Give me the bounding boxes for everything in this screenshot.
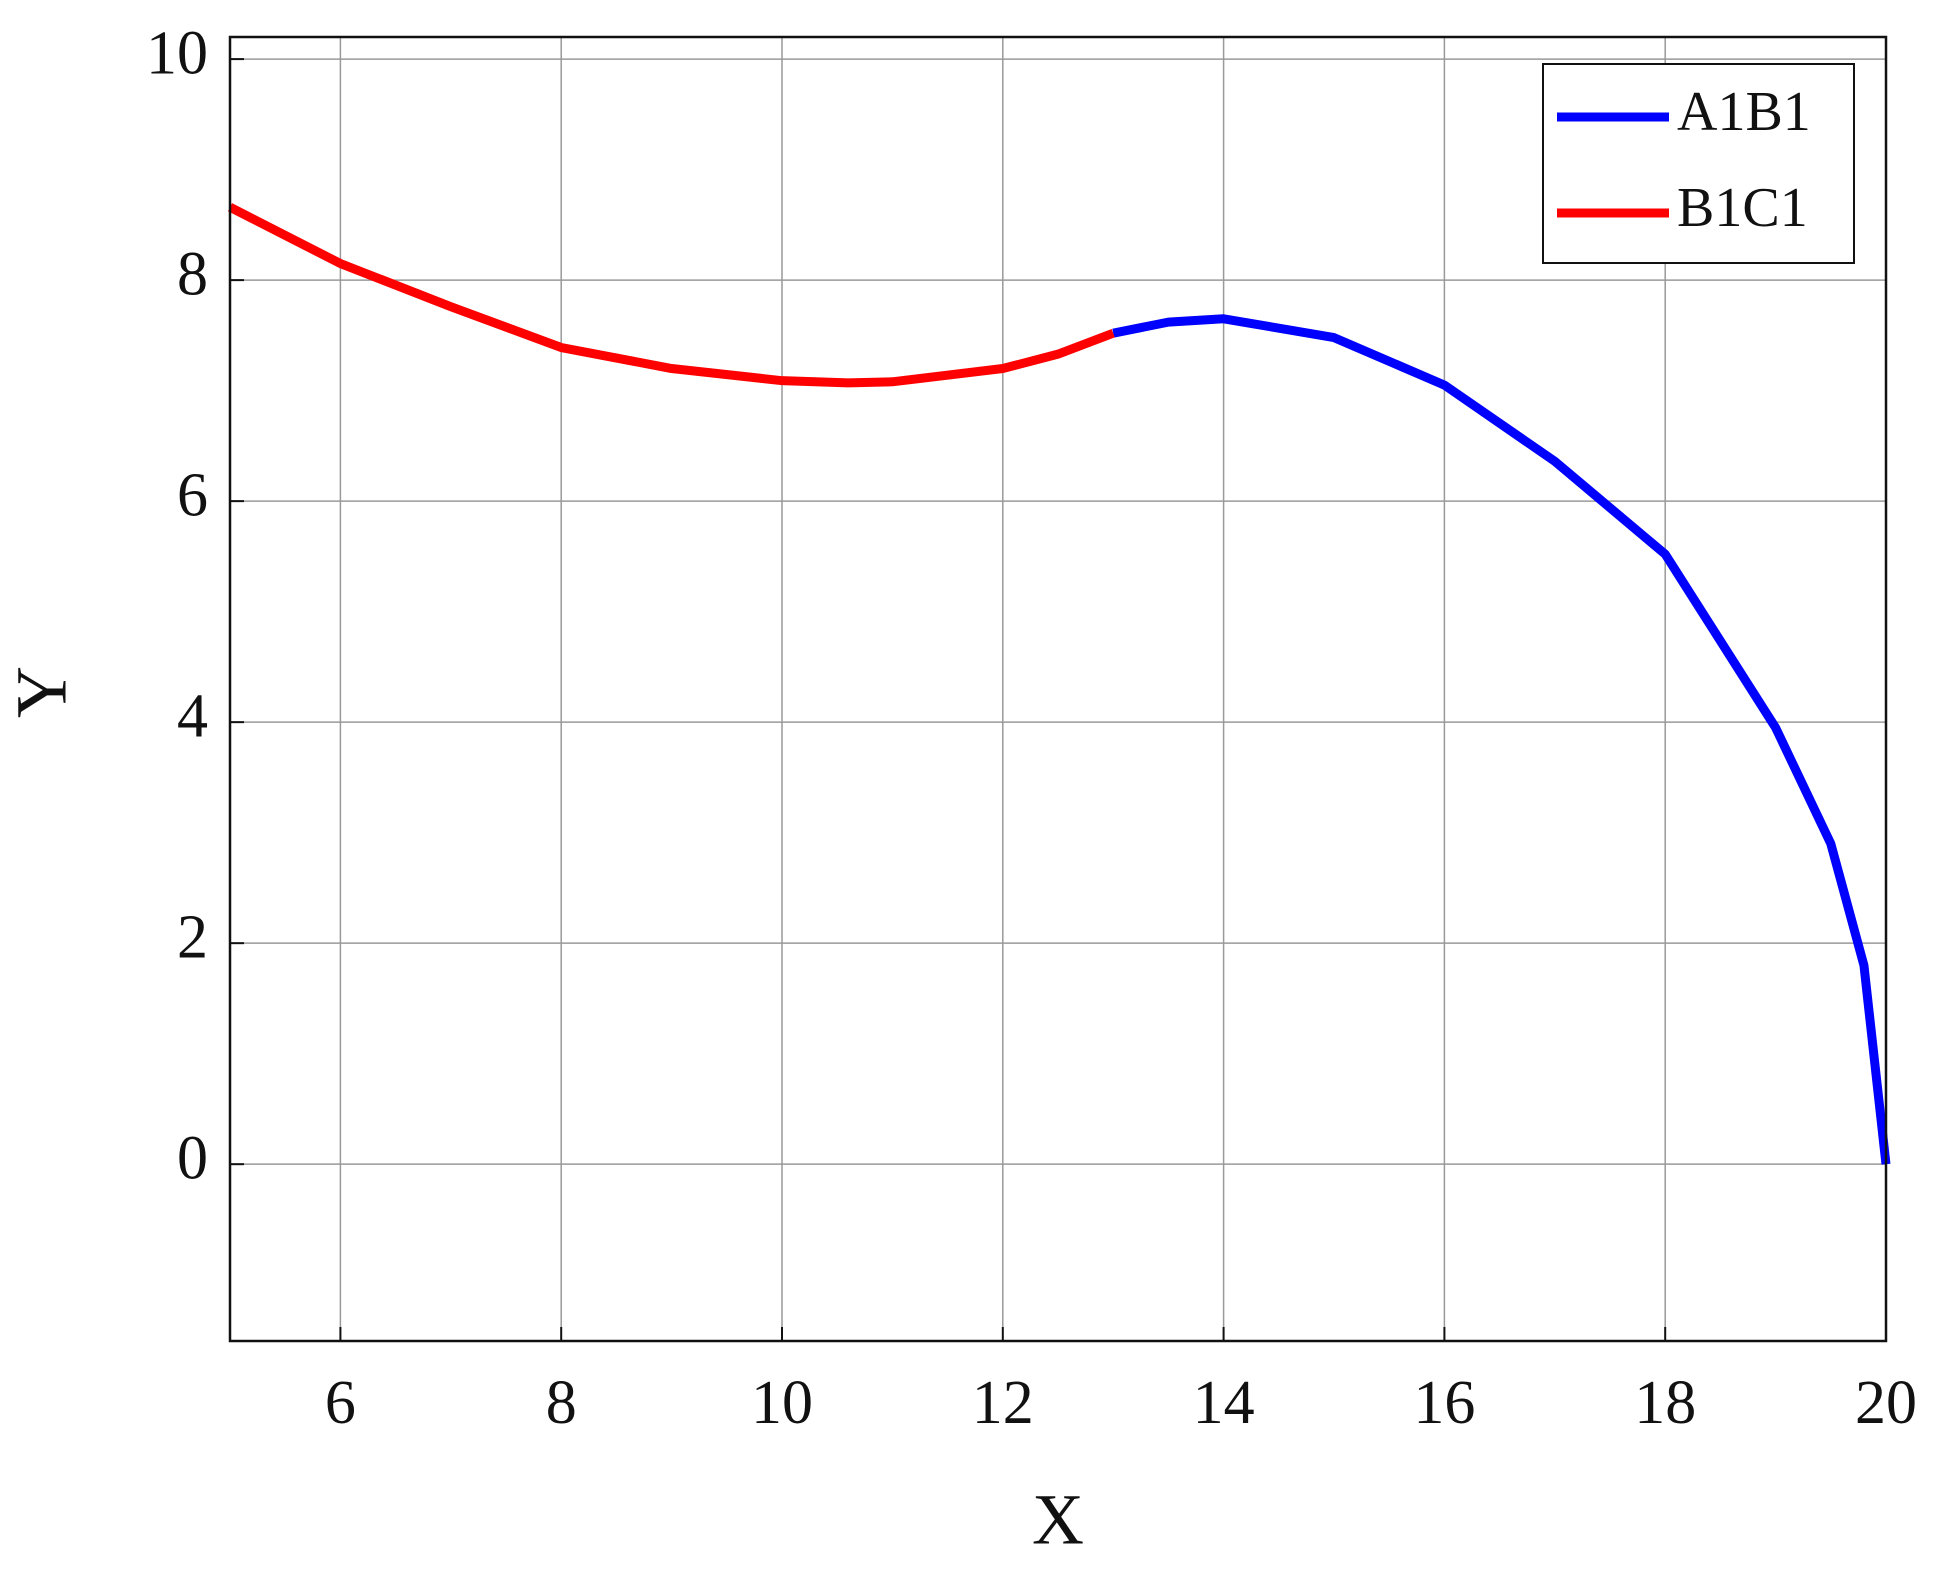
series-line xyxy=(227,203,1115,388)
y-tick-label: 0 xyxy=(177,1124,208,1192)
x-tick-label: 20 xyxy=(1855,1369,1917,1437)
y-tick-label: 4 xyxy=(177,682,208,750)
x-tick-label: 14 xyxy=(1193,1369,1255,1437)
x-tick-label: 16 xyxy=(1413,1369,1475,1437)
legend-label: B1C1 xyxy=(1677,177,1808,239)
x-tick-label: 18 xyxy=(1634,1369,1696,1437)
y-axis-title: Y xyxy=(2,666,82,718)
x-tick-label: 12 xyxy=(972,1369,1034,1437)
grid xyxy=(230,37,1887,1341)
x-tick-label: 6 xyxy=(325,1369,356,1437)
plot-lines xyxy=(227,203,1891,1165)
x-tick-label: 8 xyxy=(546,1369,577,1437)
y-tick-label: 6 xyxy=(177,461,208,529)
x-tick-label: 10 xyxy=(751,1369,813,1437)
legend-box xyxy=(1542,63,1855,264)
plot-frame xyxy=(228,35,1888,1343)
legend-label: A1B1 xyxy=(1677,81,1811,143)
x-axis-title: X xyxy=(1032,1480,1084,1560)
y-tick-label: 2 xyxy=(177,903,208,971)
series-line xyxy=(1112,314,1891,1165)
legend: A1B1 B1C1 xyxy=(1542,63,1855,264)
y-tick-label: 8 xyxy=(177,240,208,308)
y-tick-label: 10 xyxy=(146,19,208,87)
